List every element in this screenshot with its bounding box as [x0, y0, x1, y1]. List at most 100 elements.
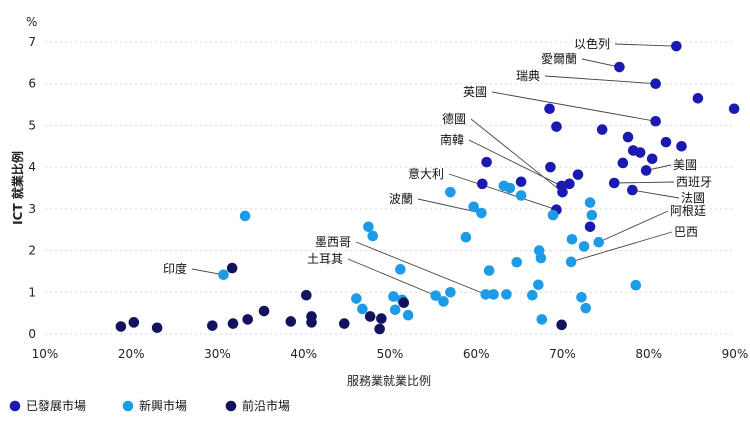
data-point [504, 182, 516, 194]
data-point [480, 289, 492, 300]
legend: 已發展市場 新興市場 前沿市場 [9, 398, 290, 413]
x-tick-label: 40% [290, 347, 317, 361]
x-tick-label: 90% [722, 347, 749, 361]
data-point [544, 103, 555, 115]
data-point [545, 161, 556, 173]
x-tick-label: 20% [118, 347, 145, 361]
x-tick-label: 30% [204, 347, 231, 361]
annotation-label: 巴西 [674, 225, 698, 239]
y-tick-label: 5 [28, 118, 36, 132]
data-point [515, 190, 527, 201]
data-point [445, 186, 456, 198]
data-point [351, 293, 362, 304]
data-point [376, 313, 387, 324]
data-point [363, 221, 374, 233]
annotation-label: 印度 [163, 261, 187, 276]
data-point [207, 320, 218, 331]
data-point [535, 252, 547, 264]
annotation-leader [470, 118, 563, 193]
data-point [566, 234, 578, 245]
data-point [242, 314, 253, 325]
annotation-label: 法國 [681, 191, 705, 205]
data-point [617, 157, 629, 169]
y-tick-label: 0 [28, 327, 36, 341]
annotation-leader [491, 91, 656, 122]
data-point [557, 186, 568, 198]
x-tick-label: 80% [635, 347, 662, 361]
legend-marker [122, 400, 134, 412]
data-point [511, 256, 523, 268]
data-point [515, 176, 527, 188]
y-tick-label: 4 [28, 160, 36, 174]
annotation-label: 英國 [463, 85, 487, 99]
annotation-label: 阿根廷 [670, 204, 706, 218]
annotation-label: 德國 [442, 111, 466, 126]
annotation-label: 西班牙 [676, 175, 712, 189]
data-point [622, 131, 634, 143]
data-point [593, 236, 605, 248]
data-point [547, 209, 559, 221]
legend-label: 前沿市場 [242, 398, 290, 413]
annotation-label: 墨西哥 [315, 235, 351, 249]
annotation-leader [191, 268, 224, 276]
data-point [388, 291, 399, 302]
data-point [584, 197, 596, 208]
data-point [258, 305, 270, 317]
data-point [586, 209, 598, 221]
data-point [580, 302, 592, 314]
annotation-label: 瑞典 [516, 69, 540, 83]
legend-label: 新興市場 [139, 398, 187, 413]
x-tick-label: 10% [32, 347, 59, 361]
data-point [650, 78, 661, 90]
data-point [115, 321, 127, 332]
data-point [640, 165, 652, 176]
annotation-label: 南韓 [440, 132, 464, 147]
annotation-leaders [191, 43, 680, 297]
data-point [578, 241, 590, 252]
y-tick-label: 3 [28, 202, 36, 216]
x-axis-ticks: 10% 20% 30% 40% 50% 60% 70% 80% 90% [32, 347, 749, 361]
data-point [634, 147, 646, 158]
data-point [438, 296, 449, 307]
data-point [218, 269, 229, 281]
data-point [650, 115, 661, 127]
data-point [501, 289, 512, 300]
data-point [227, 318, 239, 329]
data-point [476, 207, 487, 219]
data-point [671, 40, 682, 52]
data-point [301, 289, 312, 301]
data-point [357, 303, 368, 315]
annotation-label: 波蘭 [389, 192, 413, 206]
data-point [374, 323, 385, 335]
data-point [551, 121, 562, 132]
annotation-leader [614, 181, 675, 184]
data-point [468, 201, 479, 213]
annotation-label: 以色列 [574, 37, 610, 51]
legend-marker [225, 400, 237, 412]
annotation-leader [448, 173, 557, 211]
data-point [627, 184, 638, 196]
data-point [488, 289, 499, 300]
annotation-leader [632, 189, 680, 199]
annotation-label: 美國 [673, 158, 697, 172]
y-tick-label: 6 [28, 77, 36, 91]
data-point [430, 290, 442, 301]
data-point [460, 231, 472, 243]
data-point [556, 319, 567, 331]
data-point [572, 169, 584, 180]
data-point [128, 317, 140, 328]
data-point [646, 153, 658, 165]
data-point [398, 297, 410, 309]
data-point [367, 230, 379, 242]
data-point [596, 124, 608, 135]
data-point [565, 256, 577, 268]
data-point [527, 289, 538, 301]
y-axis-ticks: 0 1 2 3 4 5 6 7 [28, 35, 36, 341]
annotation-leader [581, 58, 620, 68]
annotation-leader [570, 231, 673, 263]
data-point [445, 286, 456, 298]
data-point [389, 304, 401, 316]
data-point [481, 156, 492, 168]
data-point [728, 103, 740, 115]
